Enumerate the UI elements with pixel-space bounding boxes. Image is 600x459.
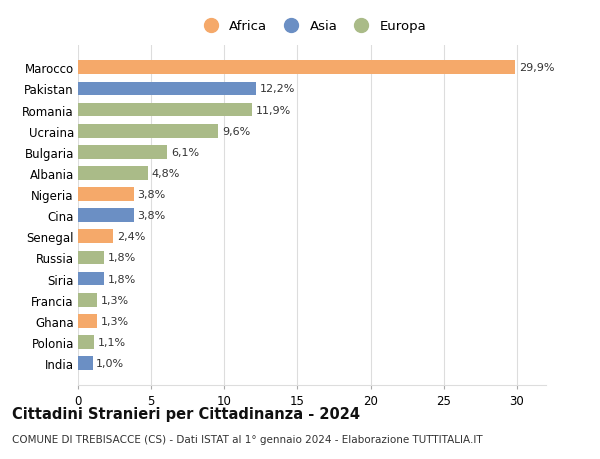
- Text: 11,9%: 11,9%: [256, 106, 291, 115]
- Bar: [78, 103, 252, 117]
- Text: 4,8%: 4,8%: [152, 168, 180, 179]
- Bar: [78, 83, 256, 96]
- Bar: [78, 167, 148, 180]
- Text: 29,9%: 29,9%: [519, 63, 554, 73]
- Text: 1,0%: 1,0%: [96, 358, 124, 368]
- Text: 12,2%: 12,2%: [260, 84, 295, 94]
- Bar: [78, 209, 134, 223]
- Text: 1,1%: 1,1%: [98, 337, 126, 347]
- Legend: Africa, Asia, Europa: Africa, Asia, Europa: [192, 15, 432, 39]
- Bar: [78, 251, 104, 265]
- Bar: [78, 146, 167, 159]
- Text: 1,3%: 1,3%: [101, 316, 129, 326]
- Bar: [78, 336, 94, 349]
- Text: 1,8%: 1,8%: [108, 274, 136, 284]
- Text: COMUNE DI TREBISACCE (CS) - Dati ISTAT al 1° gennaio 2024 - Elaborazione TUTTITA: COMUNE DI TREBISACCE (CS) - Dati ISTAT a…: [12, 434, 482, 444]
- Bar: [78, 357, 92, 370]
- Bar: [78, 314, 97, 328]
- Text: Cittadini Stranieri per Cittadinanza - 2024: Cittadini Stranieri per Cittadinanza - 2…: [12, 406, 360, 421]
- Bar: [78, 188, 134, 202]
- Text: 9,6%: 9,6%: [222, 126, 250, 136]
- Text: 1,3%: 1,3%: [101, 295, 129, 305]
- Text: 3,8%: 3,8%: [137, 211, 166, 221]
- Bar: [78, 272, 104, 286]
- Bar: [78, 293, 97, 307]
- Bar: [78, 62, 515, 75]
- Bar: [78, 124, 218, 138]
- Bar: [78, 230, 113, 244]
- Text: 3,8%: 3,8%: [137, 190, 166, 200]
- Text: 2,4%: 2,4%: [117, 232, 145, 242]
- Text: 6,1%: 6,1%: [171, 147, 199, 157]
- Text: 1,8%: 1,8%: [108, 253, 136, 263]
